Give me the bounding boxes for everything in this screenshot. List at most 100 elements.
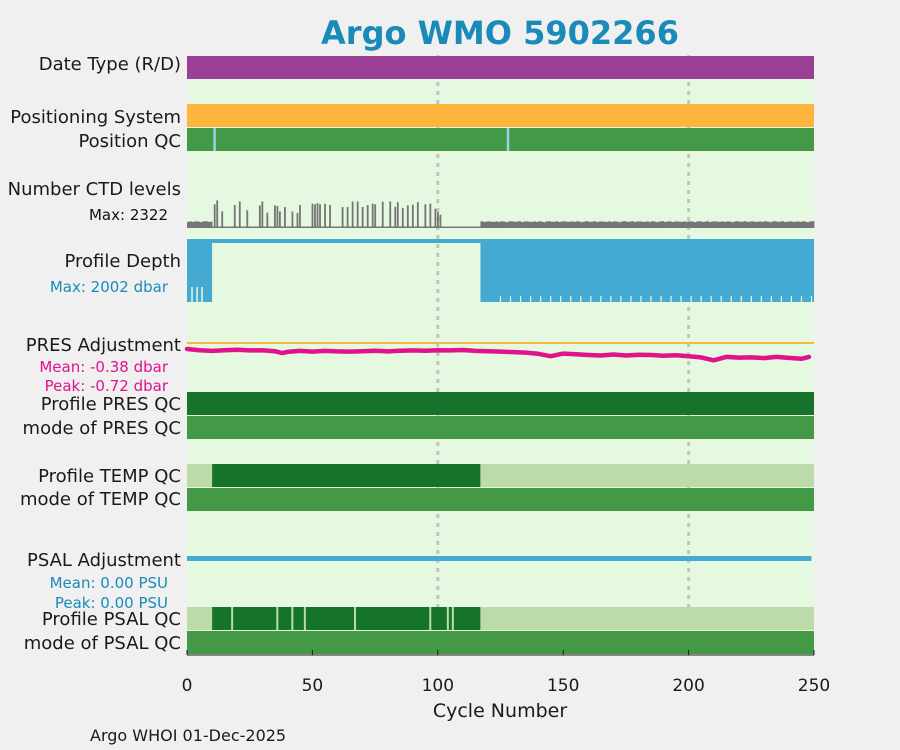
ctd-levels-spike — [316, 203, 319, 228]
ctd-levels-bar — [688, 221, 692, 228]
ctd-levels-bar — [708, 222, 712, 228]
ctd-levels-bar — [545, 221, 549, 228]
ctd-levels-bar — [753, 221, 757, 228]
ctd-levels-spike — [238, 201, 241, 228]
data-rows — [184, 56, 815, 654]
ctd-levels-spike — [437, 211, 439, 228]
ctd-levels-spike — [351, 201, 354, 228]
ctd-levels-bar — [653, 221, 657, 228]
profile-depth-gap — [720, 296, 722, 302]
ctd-levels-bar — [530, 221, 534, 228]
date-type-bar — [187, 56, 814, 79]
ctd-levels-spike — [411, 204, 414, 228]
ctd-levels-bar — [773, 221, 777, 228]
label-mode-temp-qc: mode of TEMP QC — [20, 489, 181, 510]
ctd-levels-spike — [371, 203, 374, 228]
x-tick-label: 250 — [798, 676, 830, 696]
ctd-levels-bar — [781, 221, 785, 228]
ctd-levels-bar — [711, 221, 715, 228]
profile-psal-qc-gap — [451, 607, 454, 630]
profile-depth-gap — [680, 296, 682, 302]
label-ctd-levels: Number CTD levels — [8, 179, 181, 200]
ctd-levels-bar — [202, 221, 205, 228]
ctd-levels-bar — [706, 221, 710, 228]
ctd-levels-spike — [401, 208, 404, 228]
ctd-levels-bar — [573, 221, 577, 228]
ctd-levels-bar — [603, 221, 607, 228]
profile-depth-gap — [540, 296, 542, 302]
ctd-levels-spike — [434, 208, 437, 228]
profile-temp-qc-bar — [212, 464, 481, 487]
ctd-levels-bar — [497, 221, 501, 228]
ctd-levels-bar — [758, 221, 762, 228]
ctd-levels-bar — [678, 221, 682, 228]
ctd-levels-spike — [356, 201, 359, 228]
ctd-levels-bar — [716, 221, 720, 228]
profile-depth-gap — [499, 296, 502, 302]
ctd-levels-bar — [518, 221, 521, 228]
ctd-levels-bar — [505, 222, 509, 228]
ctd-levels-spike — [213, 204, 216, 228]
ctd-levels-bar — [761, 221, 765, 228]
ctd-levels-spike — [284, 207, 286, 228]
ctd-levels-bar — [528, 221, 531, 228]
ctd-levels-bar — [721, 221, 725, 228]
profile-depth-gap — [790, 296, 793, 302]
ctd-levels-bar — [658, 221, 662, 228]
ctd-levels-bar — [771, 221, 775, 228]
ctd-levels-bar — [583, 221, 587, 228]
profile-depth-gap — [750, 296, 752, 302]
ctd-levels-bar — [543, 222, 547, 228]
ctd-levels-bar — [548, 221, 552, 228]
profile-depth-gap — [529, 296, 532, 302]
ctd-levels-bar — [635, 221, 639, 228]
profile-psal-qc-gap — [446, 607, 449, 630]
ctd-levels-bar — [560, 221, 564, 228]
ctd-levels-bar — [768, 222, 772, 228]
ctd-levels-spike — [299, 205, 301, 228]
ctd-levels-bar — [199, 222, 203, 228]
ctd-levels-baseline — [212, 226, 481, 228]
stat-pres-adjustment-mean: Mean: -0.38 dbar — [39, 358, 169, 376]
ctd-levels-spike — [381, 201, 384, 228]
ctd-levels-bar — [575, 221, 579, 228]
profile-psal-qc-bar — [187, 607, 213, 630]
ctd-levels-bar — [535, 221, 539, 228]
ctd-levels-bar — [197, 221, 200, 228]
ctd-levels-bar — [683, 221, 687, 228]
ctd-levels-bar — [793, 221, 797, 228]
ctd-levels-spike — [221, 211, 224, 228]
profile-psal-qc-gap — [291, 607, 294, 630]
ctd-levels-spike — [341, 207, 344, 228]
ctd-levels-bar — [487, 221, 491, 228]
profile-depth-gap — [600, 296, 602, 302]
ctd-levels-bar — [563, 221, 567, 228]
ctd-levels-bar — [209, 221, 213, 228]
profile-depth-gap — [201, 287, 203, 302]
profile-psal-qc-gap — [354, 607, 357, 630]
ctd-levels-bar — [578, 221, 582, 228]
profile-depth-gap — [509, 296, 512, 302]
ctd-levels-bar — [580, 222, 584, 228]
ctd-levels-bar — [588, 221, 592, 228]
ctd-levels-bar — [786, 221, 790, 228]
label-profile-temp-qc: Profile TEMP QC — [38, 466, 181, 487]
ctd-levels-spike — [324, 203, 326, 228]
profile-depth-gap — [191, 287, 193, 302]
profile-depth-gap — [640, 296, 642, 302]
profile-pres-qc-bar — [187, 392, 814, 415]
ctd-levels-bar — [550, 221, 554, 228]
ctd-levels-bar — [701, 221, 705, 228]
profile-depth-gap — [590, 296, 592, 302]
ctd-levels-bar — [633, 222, 637, 228]
ctd-levels-spike — [276, 205, 279, 228]
profile-depth-gap — [610, 296, 612, 302]
ctd-levels-bar — [655, 222, 659, 228]
ctd-levels-spike — [233, 205, 236, 228]
label-position-qc: Position QC — [78, 131, 181, 152]
profile-psal-qc-gap — [429, 607, 432, 630]
ctd-levels-bar — [743, 221, 747, 228]
ctd-levels-bar — [480, 221, 484, 228]
ctd-levels-spike — [261, 201, 264, 228]
